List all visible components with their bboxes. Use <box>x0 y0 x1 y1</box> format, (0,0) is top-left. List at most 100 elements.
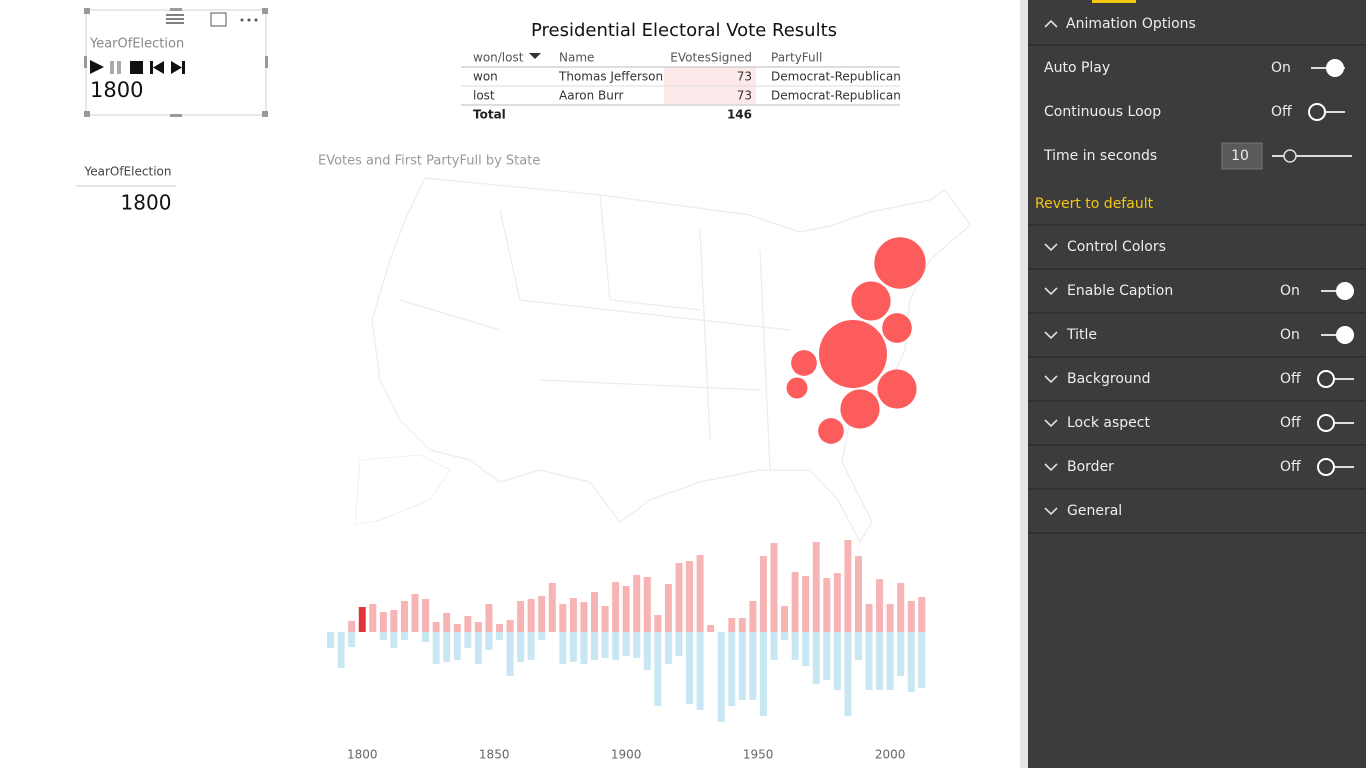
bar[interactable] <box>633 632 641 658</box>
bar[interactable] <box>517 632 525 662</box>
bar[interactable] <box>643 577 651 632</box>
bar[interactable] <box>643 632 651 670</box>
bar[interactable] <box>474 622 482 632</box>
chevron[interactable] <box>1044 507 1058 516</box>
bar[interactable] <box>400 632 408 640</box>
bar[interactable] <box>696 632 704 710</box>
bar[interactable] <box>527 632 535 660</box>
focus-icon[interactable] <box>166 14 184 24</box>
map-bubble[interactable] <box>786 377 808 399</box>
bar[interactable] <box>327 632 335 648</box>
bar[interactable] <box>348 621 356 632</box>
bar[interactable] <box>390 632 398 648</box>
bar[interactable] <box>759 556 767 632</box>
bar[interactable] <box>485 604 493 632</box>
section-label[interactable]: General <box>1067 503 1122 519</box>
toggle-knob[interactable] <box>1317 414 1335 432</box>
bar[interactable] <box>559 604 567 632</box>
toggle-knob[interactable] <box>1317 458 1335 476</box>
toggle-knob[interactable] <box>1336 282 1354 300</box>
bar[interactable] <box>411 594 419 632</box>
bar[interactable] <box>633 575 641 632</box>
bar[interactable] <box>707 625 715 632</box>
bar[interactable] <box>781 632 789 640</box>
revert-link[interactable]: Revert to default <box>1035 196 1154 212</box>
section-label[interactable]: Enable Caption <box>1067 283 1173 299</box>
bar[interactable] <box>464 616 472 632</box>
sort-icon[interactable] <box>529 53 541 59</box>
handle[interactable] <box>84 8 90 14</box>
bar[interactable] <box>612 632 620 660</box>
bar[interactable] <box>369 604 377 632</box>
bar[interactable] <box>907 601 915 632</box>
handle[interactable] <box>265 56 268 68</box>
bar[interactable] <box>823 632 831 680</box>
bar[interactable] <box>675 563 683 632</box>
bar[interactable] <box>918 597 926 632</box>
column-header[interactable]: won/lost <box>473 51 524 65</box>
chevron[interactable] <box>1044 19 1058 28</box>
toggle-knob[interactable] <box>1308 103 1326 121</box>
bar[interactable] <box>770 632 778 660</box>
bar[interactable] <box>538 596 546 632</box>
chevron[interactable] <box>1044 419 1058 428</box>
bar[interactable] <box>453 632 461 660</box>
bar[interactable] <box>781 606 789 632</box>
bar[interactable] <box>432 632 440 664</box>
bar[interactable] <box>865 604 873 632</box>
expand-icon[interactable] <box>210 12 227 27</box>
stop-button[interactable] <box>130 61 143 74</box>
pane-header[interactable]: Animation Options <box>1066 16 1196 32</box>
bar[interactable] <box>844 540 852 632</box>
bar[interactable] <box>770 543 778 632</box>
play-button[interactable] <box>90 60 104 74</box>
bar[interactable] <box>728 618 736 632</box>
more-icon[interactable] <box>240 18 258 22</box>
bar[interactable] <box>759 632 767 716</box>
bar[interactable] <box>474 632 482 664</box>
map-bubble[interactable] <box>877 369 917 409</box>
bar[interactable] <box>591 632 599 660</box>
bar[interactable] <box>675 632 683 656</box>
bar[interactable] <box>358 607 366 632</box>
bar[interactable] <box>622 632 630 656</box>
bar[interactable] <box>686 561 694 632</box>
bar[interactable] <box>580 602 588 632</box>
bar[interactable] <box>897 632 905 676</box>
bar[interactable] <box>812 542 820 632</box>
column-header[interactable]: Name <box>559 51 594 65</box>
toggle-knob[interactable] <box>1326 59 1344 77</box>
bar[interactable] <box>517 601 525 632</box>
bar[interactable] <box>802 576 810 632</box>
bar[interactable] <box>443 632 451 662</box>
bar[interactable] <box>569 632 577 662</box>
bar[interactable] <box>833 632 841 690</box>
bar[interactable] <box>379 612 387 632</box>
bar[interactable] <box>854 556 862 632</box>
bar[interactable] <box>485 632 493 650</box>
bar[interactable] <box>422 599 430 632</box>
bar[interactable] <box>738 632 746 700</box>
handle[interactable] <box>84 111 90 117</box>
bar[interactable] <box>833 573 841 632</box>
bar[interactable] <box>791 632 799 660</box>
bar[interactable] <box>886 632 894 690</box>
bar[interactable] <box>601 632 609 658</box>
bar[interactable] <box>738 618 746 632</box>
bar[interactable] <box>802 632 810 666</box>
bar[interactable] <box>548 583 556 632</box>
handle[interactable] <box>170 8 182 11</box>
bar[interactable] <box>337 632 345 668</box>
bar[interactable] <box>749 601 757 632</box>
bar[interactable] <box>527 599 535 632</box>
bar[interactable] <box>654 632 662 706</box>
bar[interactable] <box>601 606 609 632</box>
pause-button[interactable] <box>110 61 121 74</box>
bar[interactable] <box>559 632 567 664</box>
bar[interactable] <box>854 632 862 660</box>
bar[interactable] <box>495 632 503 640</box>
bar[interactable] <box>865 632 873 690</box>
section-label[interactable]: Title <box>1066 327 1097 343</box>
bar[interactable] <box>400 601 408 632</box>
bar[interactable] <box>495 624 503 632</box>
